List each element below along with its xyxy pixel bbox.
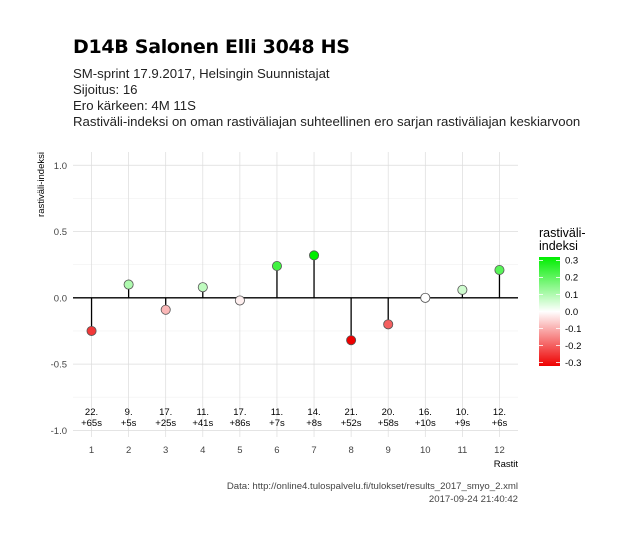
lollipop-point: [383, 319, 394, 330]
legend-tick-label: -0.2: [565, 341, 581, 352]
annotation-placement: 20.: [382, 407, 395, 418]
y-tick-label: 0.0: [54, 293, 67, 304]
annotation-time-diff: +52s: [341, 418, 362, 429]
chart-subtitle-line-1: SM-sprint 17.9.2017, Helsingin Suunnista…: [73, 66, 330, 81]
lollipop-point: [494, 264, 505, 275]
y-axis-title: rastiväli-indeksi: [36, 152, 47, 217]
annotation-time-diff: +10s: [415, 418, 436, 429]
legend-tick-label: 0.1: [565, 290, 578, 301]
legend-tick-label: -0.3: [565, 358, 581, 369]
annotation-time-diff: +5s: [121, 418, 137, 429]
annotation-time-diff: +25s: [155, 418, 176, 429]
annotation-time-diff: +65s: [81, 418, 102, 429]
x-tick-label: 11: [457, 445, 467, 456]
legend-title: rastiväli-: [539, 226, 586, 240]
lollipop-point: [420, 292, 431, 303]
y-tick-label: 1.0: [54, 161, 67, 172]
annotation-placement: 10.: [456, 407, 469, 418]
annotation-time-diff: +86s: [229, 418, 250, 429]
lollipop-point: [346, 335, 357, 346]
legend-tick-label: 0.2: [565, 273, 578, 284]
legend-tick-label: 0.3: [565, 256, 578, 267]
annotation-time-diff: +9s: [455, 418, 471, 429]
annotation-time-diff: +41s: [192, 418, 213, 429]
lollipop-point: [86, 325, 97, 336]
lollipop-point: [457, 284, 468, 295]
y-tick-label: 0.5: [54, 227, 67, 238]
annotation-placement: 9.: [125, 407, 133, 418]
x-tick-label: 12: [494, 445, 505, 456]
lollipop-point: [309, 250, 320, 261]
chart-subtitle-line-3: Ero kärkeen: 4M 11S: [73, 98, 196, 113]
x-tick-label: 2: [126, 445, 131, 456]
y-tick-label: -0.5: [51, 360, 67, 371]
x-tick-label: 1: [89, 445, 94, 456]
y-tick-label: -1.0: [51, 426, 67, 437]
x-tick-label: 8: [348, 445, 353, 456]
annotation-time-diff: +6s: [492, 418, 508, 429]
annotation-placement: 11.: [197, 407, 210, 418]
lollipop-point: [160, 304, 171, 315]
legend-tick-label: -0.1: [565, 324, 581, 335]
lollipop-point: [197, 282, 208, 293]
x-tick-label: 10: [420, 445, 431, 456]
annotation-placement: 16.: [419, 407, 432, 418]
x-tick-label: 3: [163, 445, 168, 456]
annotation-placement: 17.: [159, 407, 172, 418]
annotation-placement: 17.: [233, 407, 246, 418]
x-tick-label: 6: [274, 445, 279, 456]
lollipop-point: [271, 260, 282, 271]
annotation-time-diff: +58s: [378, 418, 399, 429]
annotation-placement: 11.: [271, 407, 284, 418]
chart-title: D14B Salonen Elli 3048 HS: [73, 36, 350, 58]
x-tick-label: 7: [311, 445, 316, 456]
x-tick-label: 5: [237, 445, 242, 456]
legend-colorbar: [539, 257, 560, 366]
legend-title: indeksi: [539, 239, 578, 253]
lollipop-point: [123, 279, 134, 290]
x-tick-label: 4: [200, 445, 205, 456]
annotation-placement: 14.: [307, 407, 320, 418]
x-tick-label: 9: [386, 445, 391, 456]
chart-subtitle-line-4: Rastiväli-indeksi on oman rastiväliajan …: [73, 114, 581, 129]
chart-subtitle-line-2: Sijoitus: 16: [73, 82, 138, 97]
x-axis-title: Rastit: [494, 459, 519, 470]
annotation-placement: 22.: [85, 407, 98, 418]
annotation-time-diff: +8s: [306, 418, 322, 429]
annotation-placement: 12.: [493, 407, 506, 418]
lollipop-point: [234, 295, 245, 306]
timestamp-caption: 2017-09-24 21:40:42: [428, 494, 518, 505]
data-source-caption: Data: http://online4.tulospalvelu.fi/tul…: [226, 481, 518, 492]
annotation-placement: 21.: [345, 407, 358, 418]
annotation-time-diff: +7s: [269, 418, 285, 429]
legend-tick-label: 0.0: [565, 307, 578, 318]
